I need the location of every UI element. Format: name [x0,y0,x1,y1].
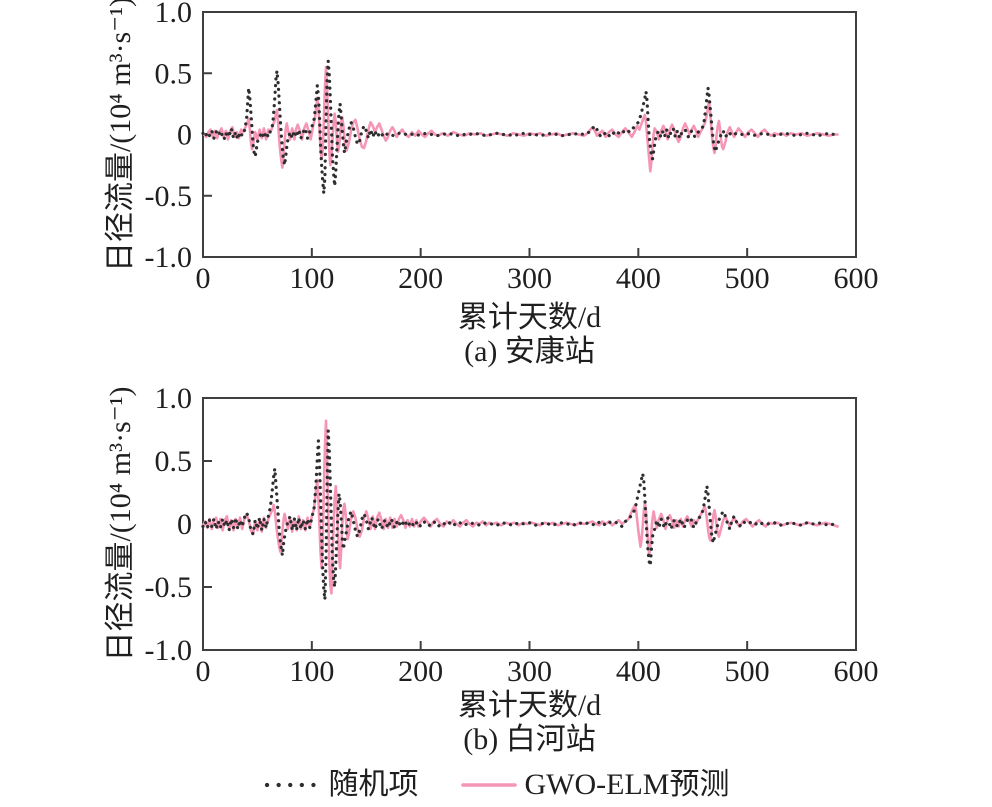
svg-text:0: 0 [177,508,192,541]
svg-text:1.0: 1.0 [155,0,193,29]
svg-text:400: 400 [616,655,661,688]
legend-label-gwo-elm: GWO-ELM预测 [524,768,730,801]
svg-text:-0.5: -0.5 [145,571,193,604]
svg-text:-1.0: -1.0 [145,634,193,667]
legend-item-gwo-elm: GWO-ELM预测 [460,766,730,804]
svg-text:200: 200 [398,262,443,295]
svg-text:-0.5: -0.5 [145,180,193,213]
legend-label-random: 随机项 [328,768,419,801]
caption-panel-a: (a) 安康站 [464,335,595,368]
svg-text:0.5: 0.5 [155,445,193,478]
svg-text:0.5: 0.5 [155,57,193,90]
svg-text:600: 600 [834,655,879,688]
svg-text:0: 0 [196,655,211,688]
svg-text:1.0: 1.0 [155,382,193,415]
svg-text:0: 0 [177,119,192,152]
svg-text:日径流量/(10⁴ m³·s⁻¹): 日径流量/(10⁴ m³·s⁻¹) [104,0,137,272]
svg-text:-1.0: -1.0 [145,241,193,274]
svg-text:300: 300 [507,262,552,295]
legend-item-random: 随机项 [263,766,419,804]
svg-text:500: 500 [725,262,770,295]
xlabel-panel-b: 累计天数/d [457,689,602,722]
svg-text:400: 400 [616,262,661,295]
solid-line-swatch-icon [460,783,517,787]
svg-text:600: 600 [834,262,879,295]
xlabel-panel-a: 累计天数/d [457,301,602,334]
svg-text:0: 0 [196,262,211,295]
svg-text:500: 500 [725,655,770,688]
dotted-line-swatch-icon [264,782,319,788]
svg-text:日径流量/(10⁴ m³·s⁻¹): 日径流量/(10⁴ m³·s⁻¹) [104,386,137,661]
svg-text:100: 100 [289,262,334,295]
caption-panel-b: (b) 白河站 [463,723,596,756]
svg-text:100: 100 [289,655,334,688]
svg-text:200: 200 [398,655,443,688]
svg-text:300: 300 [507,655,552,688]
legend: 随机项 GWO-ELM预测 [0,766,992,804]
